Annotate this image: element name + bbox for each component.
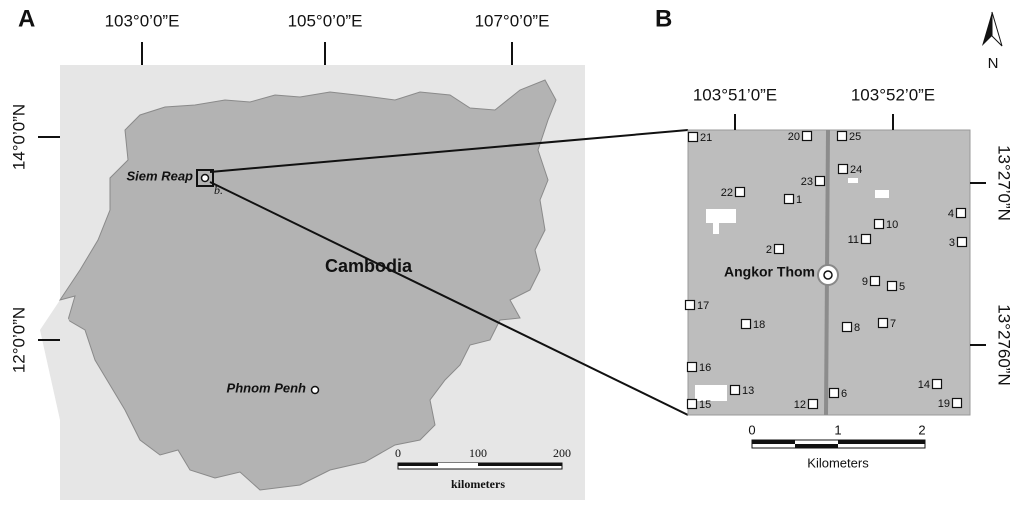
place-label: Phnom Penh bbox=[227, 380, 307, 395]
site-marker bbox=[841, 321, 853, 333]
site-label: 2 bbox=[766, 244, 772, 256]
lat-label: 14°0’0”N bbox=[9, 104, 28, 170]
site-label: 13 bbox=[742, 385, 754, 397]
building bbox=[695, 385, 727, 401]
scale-segment bbox=[795, 444, 838, 448]
site-marker bbox=[886, 280, 898, 292]
lon-label: 103°51’0”E bbox=[693, 85, 777, 104]
site-marker bbox=[773, 243, 785, 255]
scale-label: 0 bbox=[395, 446, 401, 460]
site-label: 5 bbox=[899, 281, 905, 293]
panel-label: A bbox=[18, 5, 35, 32]
site-label: 9 bbox=[862, 276, 868, 288]
lon-label: 103°0’0”E bbox=[105, 11, 180, 30]
site-label: 14 bbox=[918, 379, 930, 391]
site-marker bbox=[837, 163, 849, 175]
site-marker bbox=[783, 193, 795, 205]
site-label: 18 bbox=[753, 319, 765, 331]
scale-unit: Kilometers bbox=[807, 455, 869, 470]
site-label: 10 bbox=[886, 219, 898, 231]
site-label: 6 bbox=[841, 388, 847, 400]
site-marker bbox=[740, 318, 752, 330]
inset-line bbox=[209, 181, 689, 416]
site-label: 7 bbox=[890, 318, 896, 330]
site-label: 22 bbox=[721, 187, 733, 199]
site-marker bbox=[860, 233, 872, 245]
city-marker bbox=[200, 173, 210, 183]
site-marker bbox=[931, 378, 943, 390]
site-marker bbox=[807, 398, 819, 410]
scale-label: 100 bbox=[469, 446, 487, 460]
site-label: 25 bbox=[849, 131, 861, 143]
site-marker bbox=[828, 387, 840, 399]
lat-label: 13°2760”N bbox=[995, 304, 1014, 385]
site-marker bbox=[873, 218, 885, 230]
site-marker bbox=[801, 130, 813, 142]
place-label: Siem Reap bbox=[127, 168, 194, 183]
north-label: N bbox=[988, 55, 999, 72]
panel-label: B bbox=[655, 5, 672, 32]
site-label: 3 bbox=[949, 237, 955, 249]
site-label: 15 bbox=[699, 399, 711, 411]
building bbox=[875, 190, 889, 198]
site-marker bbox=[836, 130, 848, 142]
lat-label: 13°27’0”N bbox=[995, 145, 1014, 221]
country-shape bbox=[58, 79, 557, 491]
lon-label: 105°0’0”E bbox=[288, 11, 363, 30]
scale-label: 200 bbox=[553, 446, 571, 460]
site-marker bbox=[687, 131, 699, 143]
site-label: 23 bbox=[801, 176, 813, 188]
building bbox=[706, 209, 736, 223]
scale-segment bbox=[478, 463, 562, 466]
site-marker bbox=[814, 175, 826, 187]
city-marker bbox=[310, 385, 320, 395]
scale-unit: kilometers bbox=[451, 477, 505, 491]
site-marker bbox=[734, 186, 746, 198]
center-label: Angkor Thom bbox=[724, 264, 815, 280]
center-marker bbox=[823, 270, 833, 280]
site-marker bbox=[951, 397, 963, 409]
site-label: 24 bbox=[850, 164, 862, 176]
inset-line bbox=[209, 129, 689, 173]
scale-label: 1 bbox=[834, 422, 841, 437]
site-marker bbox=[686, 398, 698, 410]
site-label: 21 bbox=[700, 132, 712, 144]
lat-label: 12°0’0”N bbox=[9, 307, 28, 373]
scale-label: 0 bbox=[748, 422, 755, 437]
scale-segment bbox=[752, 440, 795, 444]
site-label: 8 bbox=[854, 322, 860, 334]
site-marker bbox=[955, 207, 967, 219]
lon-label: 107°0’0”E bbox=[475, 11, 550, 30]
site-label: 16 bbox=[699, 362, 711, 374]
site-label: 12 bbox=[794, 399, 806, 411]
scale-segment bbox=[398, 463, 438, 466]
building bbox=[848, 178, 858, 183]
site-marker bbox=[686, 361, 698, 373]
site-marker bbox=[877, 317, 889, 329]
site-label: 1 bbox=[796, 194, 802, 206]
scale-label: 2 bbox=[918, 422, 925, 437]
scale-segment bbox=[438, 463, 478, 466]
site-marker bbox=[869, 275, 881, 287]
scale-segment bbox=[838, 440, 925, 444]
inset-label: b. bbox=[214, 183, 223, 197]
site-marker bbox=[684, 299, 696, 311]
north-arrow bbox=[991, 11, 1003, 47]
site-label: 19 bbox=[938, 398, 950, 410]
north-arrow bbox=[982, 12, 992, 46]
building bbox=[713, 220, 719, 234]
site-label: 4 bbox=[948, 208, 954, 220]
sea bbox=[40, 300, 150, 500]
site-label: 17 bbox=[697, 300, 709, 312]
site-label: 20 bbox=[788, 131, 800, 143]
site-label: 11 bbox=[848, 234, 859, 246]
site-marker bbox=[956, 236, 968, 248]
lon-label: 103°52’0”E bbox=[851, 85, 935, 104]
inset-box bbox=[196, 169, 214, 187]
site-marker bbox=[729, 384, 741, 396]
